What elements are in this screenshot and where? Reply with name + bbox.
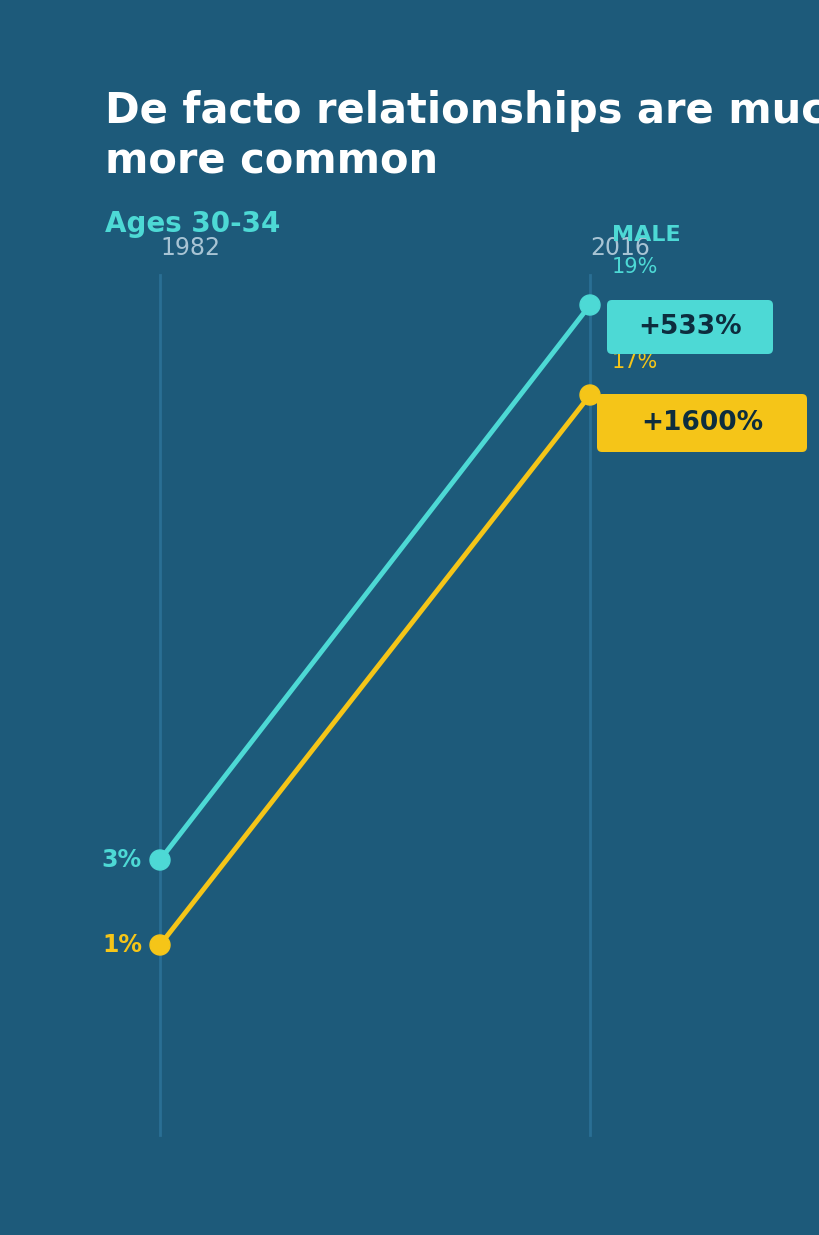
Text: 2016: 2016 xyxy=(590,236,649,261)
Circle shape xyxy=(150,850,170,869)
Text: +533%: +533% xyxy=(637,314,741,340)
FancyBboxPatch shape xyxy=(606,300,772,354)
FancyBboxPatch shape xyxy=(596,394,806,452)
Text: 19%: 19% xyxy=(611,257,658,277)
Text: FEMALE: FEMALE xyxy=(611,320,710,340)
Circle shape xyxy=(579,385,600,405)
Text: 17%: 17% xyxy=(611,352,658,372)
Text: De facto relationships are much: De facto relationships are much xyxy=(105,90,819,132)
Text: 3%: 3% xyxy=(102,848,142,872)
Circle shape xyxy=(579,295,600,315)
Text: MALE: MALE xyxy=(611,225,680,245)
Text: 1%: 1% xyxy=(102,932,142,957)
Text: Ages 30-34: Ages 30-34 xyxy=(105,210,280,238)
Text: 1982: 1982 xyxy=(160,236,219,261)
Circle shape xyxy=(150,935,170,955)
Text: more common: more common xyxy=(105,140,437,182)
Text: +1600%: +1600% xyxy=(640,410,762,436)
